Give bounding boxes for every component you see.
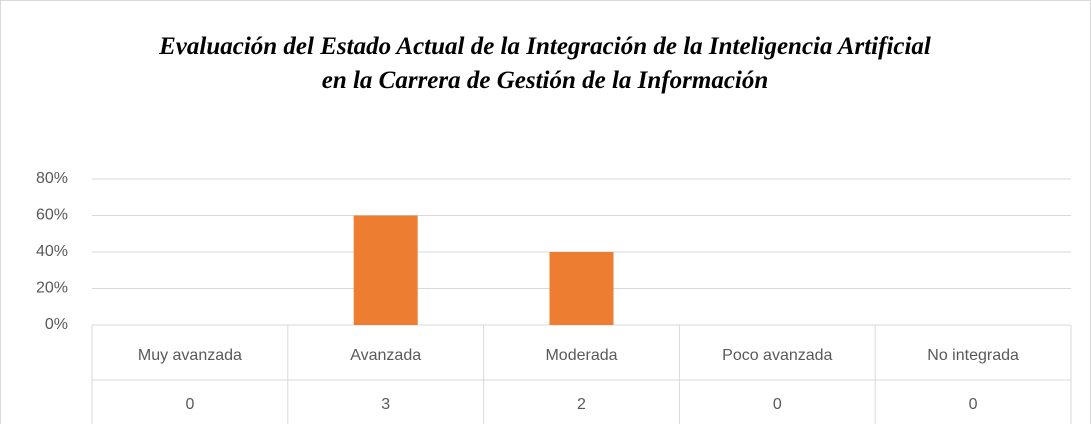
- x-tick-label: Muy avanzada: [138, 347, 242, 364]
- bar: [549, 252, 614, 325]
- y-tick-label: 60%: [36, 207, 68, 224]
- table-value: 2: [577, 396, 586, 413]
- x-tick-label: Poco avanzada: [722, 347, 832, 364]
- y-tick-label: 40%: [36, 243, 68, 260]
- bar: [353, 215, 418, 325]
- table-value: 3: [381, 396, 390, 413]
- table-value: 0: [969, 396, 978, 413]
- chart-title: Evaluación del Estado Actual de la Integ…: [159, 33, 931, 94]
- y-tick-label: 0%: [45, 316, 68, 333]
- y-tick-label: 20%: [36, 280, 68, 297]
- x-tick-label: No integrada: [927, 347, 1019, 364]
- x-tick-label: Avanzada: [350, 347, 421, 364]
- table-value: 0: [185, 396, 194, 413]
- y-tick-label: 80%: [36, 170, 68, 187]
- table-value: 0: [773, 396, 782, 413]
- x-tick-label: Moderada: [545, 347, 617, 364]
